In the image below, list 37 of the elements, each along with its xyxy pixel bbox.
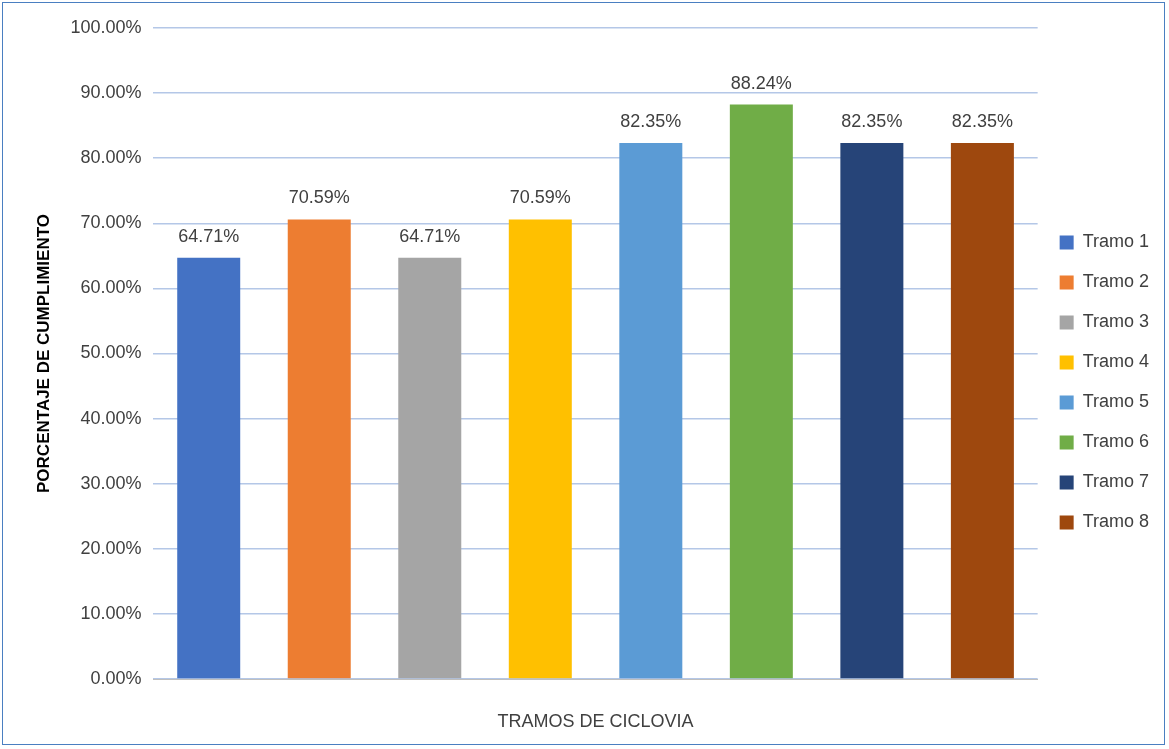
y-axis-title: PORCENTAJE DE CUMPLIMIENTO — [33, 214, 53, 493]
data-label: 70.59% — [288, 187, 350, 208]
y-tick-label: 10.00% — [80, 602, 142, 623]
bar — [619, 142, 683, 679]
legend-label: Tramo 7 — [1082, 471, 1150, 492]
y-tick-label: 70.00% — [80, 212, 142, 233]
data-label: 82.35% — [620, 110, 682, 131]
bar — [177, 257, 241, 679]
bar — [287, 219, 351, 679]
bar — [729, 104, 793, 679]
y-tick-label: 80.00% — [80, 147, 142, 168]
x-axis-title: TRAMOS DE CICLOVIA — [497, 711, 694, 732]
legend-label: Tramo 1 — [1082, 231, 1150, 252]
y-tick-label: 60.00% — [80, 277, 142, 298]
bar — [398, 257, 462, 679]
y-tick-label: 100.00% — [70, 16, 142, 37]
y-tick-label: 30.00% — [80, 472, 142, 493]
bar — [508, 219, 572, 679]
legend-label: Tramo 5 — [1082, 391, 1150, 412]
data-label: 64.71% — [399, 225, 461, 246]
data-label: 82.35% — [841, 110, 903, 131]
legend-label: Tramo 6 — [1082, 431, 1150, 452]
legend-label: Tramo 8 — [1082, 511, 1150, 532]
y-tick-label: 40.00% — [80, 407, 142, 428]
bar — [840, 142, 904, 679]
legend-label: Tramo 2 — [1082, 271, 1150, 292]
data-label: 64.71% — [178, 225, 240, 246]
bar — [950, 142, 1014, 679]
y-tick-label: 20.00% — [80, 537, 142, 558]
legend-label: Tramo 4 — [1082, 351, 1150, 372]
y-tick-label: 0.00% — [90, 667, 142, 688]
legend-label: Tramo 3 — [1082, 311, 1150, 332]
data-label: 82.35% — [951, 110, 1013, 131]
data-label: 88.24% — [730, 72, 792, 93]
y-tick-label: 50.00% — [80, 342, 142, 363]
data-label: 70.59% — [509, 187, 571, 208]
y-tick-label: 90.00% — [80, 82, 142, 103]
